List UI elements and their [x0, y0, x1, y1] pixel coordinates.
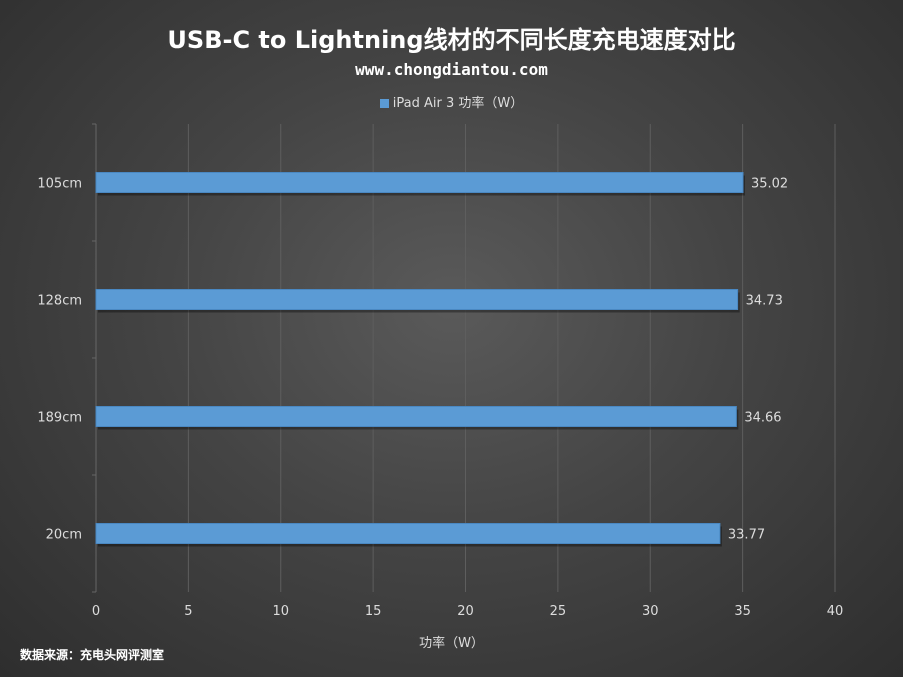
bar	[95, 406, 737, 427]
x-tick-label: 20	[457, 604, 474, 619]
legend-label: iPad Air 3 功率（W）	[392, 96, 524, 111]
data-label: 33.77	[728, 528, 765, 543]
data-label: 34.66	[744, 411, 781, 426]
legend-swatch	[379, 99, 389, 108]
data-label: 34.73	[746, 294, 783, 309]
y-tick-label: 105cm	[37, 177, 82, 192]
x-tick-label: 5	[184, 604, 192, 619]
x-tick-label: 35	[734, 604, 751, 619]
bar	[95, 172, 744, 193]
x-tick-label: 10	[272, 604, 289, 619]
x-tick-label: 15	[365, 604, 382, 619]
bar	[95, 523, 721, 544]
x-axis-title: 功率（W）	[419, 636, 484, 651]
chart-title: USB-C to Lightning线材的不同长度充电速度对比	[167, 26, 736, 54]
data-source-note: 数据来源：充电头网评测室	[20, 648, 165, 662]
data-label: 35.02	[751, 177, 788, 192]
bar	[95, 289, 739, 310]
x-tick-label: 30	[642, 604, 659, 619]
x-tick-label: 0	[92, 604, 100, 619]
y-tick-label: 128cm	[37, 294, 82, 309]
legend: iPad Air 3 功率（W）	[0, 92, 903, 111]
x-tick-label: 25	[550, 604, 567, 619]
y-tick-label: 189cm	[37, 411, 82, 426]
x-tick-label: 40	[827, 604, 844, 619]
y-tick-label: 20cm	[46, 528, 82, 543]
chart-subtitle: www.chongdiantou.com	[355, 60, 548, 79]
